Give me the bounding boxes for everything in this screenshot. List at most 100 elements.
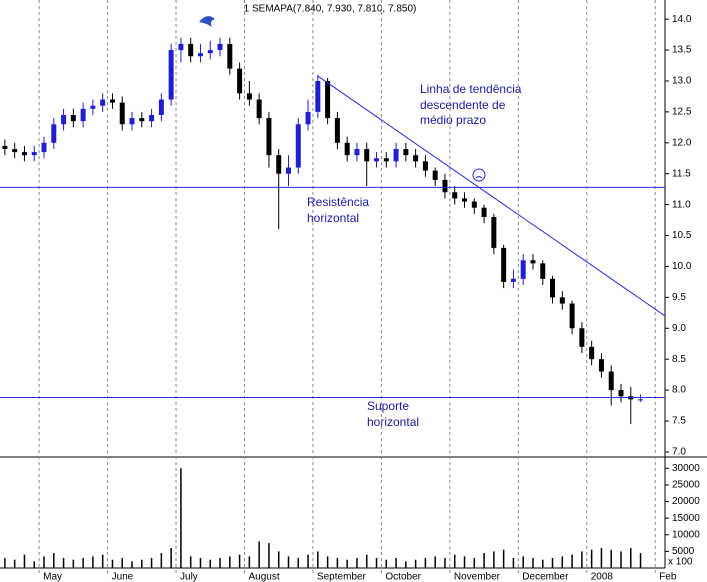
volume-bar bbox=[551, 558, 554, 568]
volume-bar bbox=[385, 559, 388, 568]
volume-bar bbox=[493, 551, 495, 568]
x-tick-label: June bbox=[112, 572, 134, 582]
volume-bar bbox=[571, 554, 573, 568]
volume-bar bbox=[72, 559, 75, 568]
x-tick-label: 2008 bbox=[591, 572, 614, 582]
candle-body bbox=[569, 303, 575, 329]
volume-bar bbox=[610, 549, 612, 568]
volume-tick-label: 30000 bbox=[672, 463, 700, 474]
volume-bar bbox=[13, 559, 16, 568]
volume-bar bbox=[317, 551, 319, 568]
y-tick-label: 7.0 bbox=[672, 447, 686, 458]
annotation: descendente de bbox=[420, 98, 506, 112]
candle-body bbox=[579, 328, 585, 347]
candle-body bbox=[452, 192, 458, 199]
volume-bar bbox=[336, 558, 339, 568]
y-tick-label: 7.5 bbox=[672, 416, 686, 427]
trend-line bbox=[317, 75, 666, 317]
annotation: Suporte bbox=[367, 399, 409, 413]
volume-bar bbox=[307, 554, 309, 568]
candle-body bbox=[168, 50, 174, 100]
candle-body bbox=[149, 114, 155, 122]
candle-body bbox=[501, 247, 507, 282]
candle-body bbox=[364, 148, 370, 162]
y-tick-label: 12.5 bbox=[672, 107, 692, 118]
volume-bar bbox=[356, 558, 358, 568]
candle-body bbox=[334, 118, 340, 143]
volume-bar bbox=[512, 558, 515, 568]
volume-bar bbox=[453, 554, 456, 568]
candle-body bbox=[442, 179, 448, 193]
volume-bar bbox=[405, 561, 407, 568]
volume-bar bbox=[600, 548, 603, 568]
volume-bar bbox=[444, 558, 446, 568]
volume-bar bbox=[620, 551, 622, 568]
volume-bar bbox=[590, 549, 593, 568]
volume-bar bbox=[639, 553, 642, 568]
candle-body bbox=[315, 80, 321, 112]
volume-tick-label: 10000 bbox=[672, 529, 700, 540]
volume-bar bbox=[170, 548, 172, 568]
volume-bar bbox=[189, 556, 192, 568]
volume-bar bbox=[630, 548, 632, 568]
y-tick-label: 11.0 bbox=[672, 199, 691, 210]
candle-body bbox=[217, 43, 223, 51]
candle-body bbox=[598, 359, 604, 372]
candle-body bbox=[403, 148, 409, 156]
y-tick-label: 12.0 bbox=[672, 137, 692, 148]
candle-body bbox=[510, 278, 516, 282]
candle-body bbox=[374, 158, 380, 162]
candle-body bbox=[178, 43, 184, 51]
candle-body bbox=[109, 99, 115, 103]
y-tick-label: 14.0 bbox=[672, 14, 692, 25]
volume-bar bbox=[502, 549, 505, 568]
x-tick-label: October bbox=[385, 572, 421, 582]
volume-tick-label: 5000 bbox=[672, 546, 695, 557]
y-tick-label: 10.0 bbox=[672, 261, 692, 272]
candle-body bbox=[618, 390, 624, 397]
volume-bar bbox=[150, 558, 153, 568]
annotation: Linha de tendência bbox=[420, 82, 522, 96]
y-tick-label: 8.5 bbox=[672, 354, 686, 365]
volume-bar bbox=[111, 559, 114, 568]
candle-body bbox=[41, 142, 47, 153]
candle-body bbox=[481, 207, 487, 217]
candle-body bbox=[383, 158, 389, 162]
volume-bar bbox=[258, 541, 260, 568]
volume-bar bbox=[101, 554, 104, 568]
candle-body bbox=[80, 108, 86, 122]
candle-body bbox=[530, 260, 536, 264]
volume-bar bbox=[375, 558, 378, 568]
candle-body bbox=[188, 43, 194, 57]
candle-body bbox=[325, 80, 331, 119]
x-tick-label: May bbox=[43, 572, 62, 582]
volume-bar bbox=[346, 559, 348, 568]
volume-bar bbox=[277, 551, 280, 568]
candle-body bbox=[432, 170, 438, 180]
volume-bar bbox=[287, 556, 290, 568]
candle-body bbox=[354, 148, 360, 156]
volume-unit: x 100 bbox=[668, 557, 693, 568]
candle-body bbox=[207, 50, 213, 54]
volume-bar bbox=[121, 558, 123, 568]
volume-bar bbox=[4, 558, 6, 568]
frown-icon bbox=[472, 168, 486, 182]
volume-bar bbox=[199, 558, 202, 568]
logo bbox=[199, 16, 215, 27]
candle-body bbox=[2, 145, 8, 149]
volume-tick-label: 25000 bbox=[672, 480, 700, 491]
candle-body bbox=[589, 346, 595, 360]
candle-body bbox=[90, 105, 96, 109]
candle-body bbox=[305, 111, 311, 125]
volume-bar bbox=[424, 558, 427, 568]
candle-body bbox=[540, 263, 546, 279]
candle-body bbox=[70, 114, 76, 122]
y-tick-label: 9.5 bbox=[672, 292, 686, 303]
volume-bar bbox=[561, 556, 564, 568]
y-tick-label: 13.0 bbox=[672, 76, 692, 87]
volume-bar bbox=[365, 554, 368, 568]
volume-bar bbox=[268, 543, 270, 568]
volume-bar bbox=[209, 559, 212, 568]
